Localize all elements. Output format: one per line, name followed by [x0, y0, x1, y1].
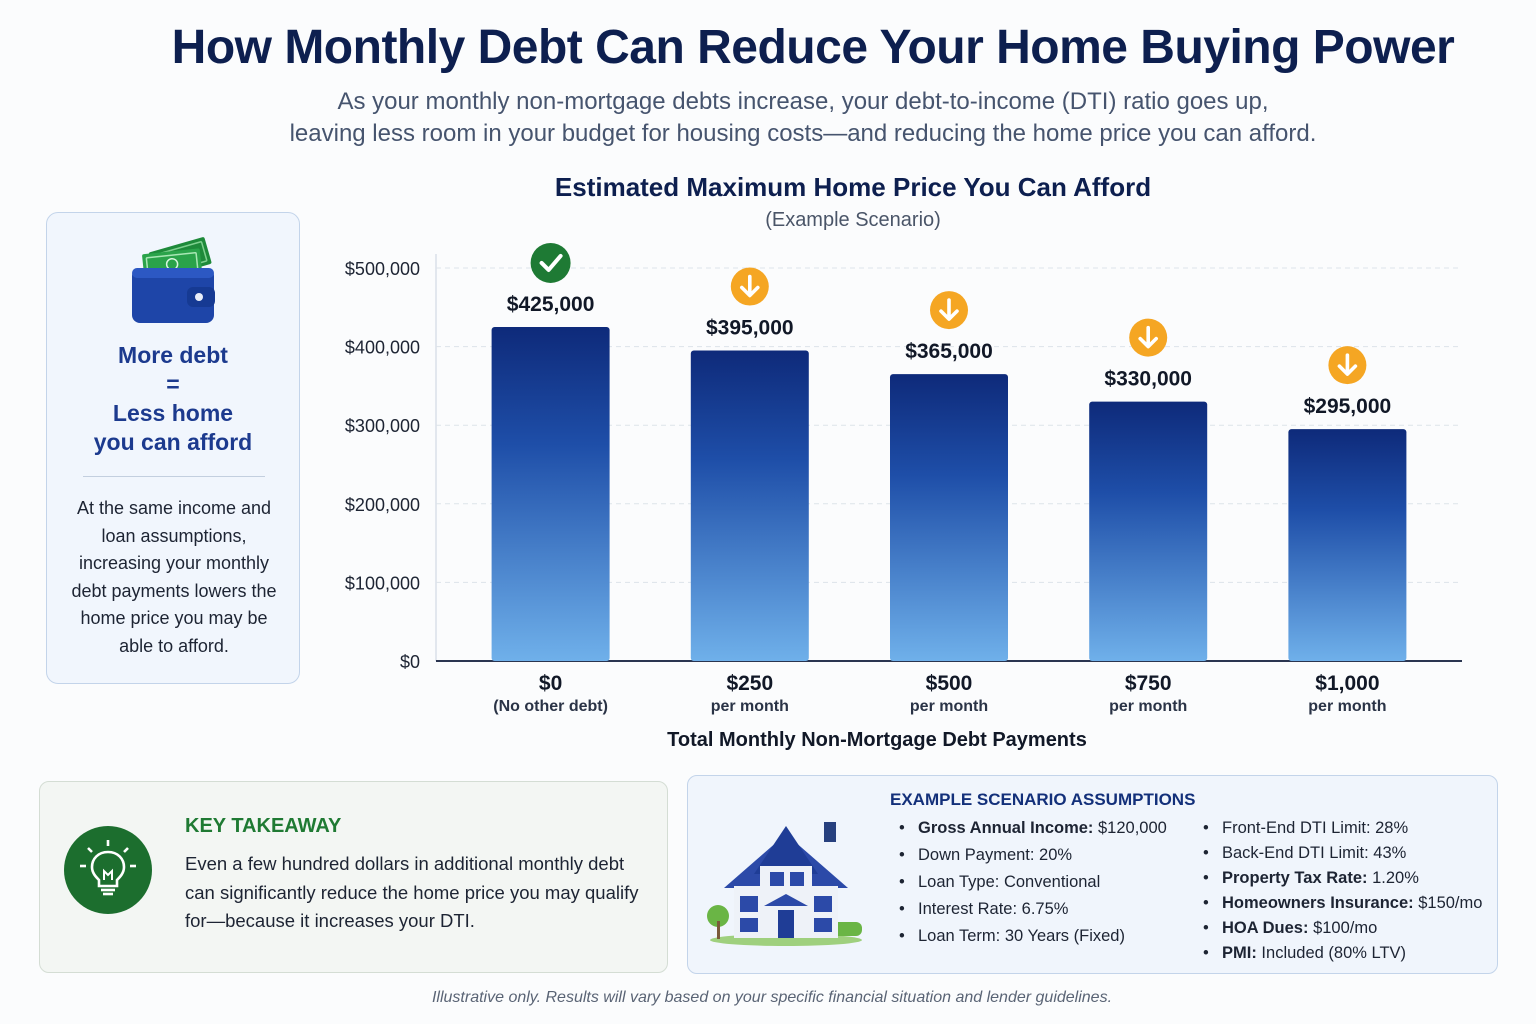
- check-icon: [530, 242, 571, 283]
- check-icon-mark: [539, 253, 563, 272]
- y-tick-label: $300,000: [345, 416, 420, 436]
- bar: [690, 350, 809, 661]
- grid-lines: [435, 254, 1462, 662]
- x-tick-label: $0: [539, 672, 562, 695]
- down-arrow-icon-mark: [939, 298, 959, 321]
- assumption-item: Interest Rate: 6.75%: [897, 900, 1167, 927]
- y-tick-label: $100,000: [345, 573, 420, 593]
- lightbulb-icon: [64, 826, 152, 914]
- bar: [890, 374, 1008, 661]
- bar-value-label: $295,000: [1304, 395, 1392, 418]
- assumption-item: Back-End DTI Limit: 43%: [1201, 844, 1482, 869]
- assumption-item: Property Tax Rate: 1.20%: [1201, 869, 1482, 894]
- takeaway-heading: KEY TAKEAWAY: [185, 815, 342, 837]
- assumptions-heading: EXAMPLE SCENARIO ASSUMPTIONS: [890, 790, 1196, 809]
- y-tick-label: $200,000: [345, 495, 420, 515]
- bar: [1288, 429, 1407, 661]
- side-card-body: At the same income and loan assumptions,…: [71, 498, 277, 656]
- assumption-item: Down Payment: 20%: [897, 846, 1167, 873]
- x-tick-sublabel: per month: [1109, 698, 1187, 715]
- x-axis-title: Total Monthly Non-Mortgage Debt Payments: [667, 729, 1087, 751]
- down-arrow-icon: [1129, 318, 1168, 357]
- assumption-item: Front-End DTI Limit: 28%: [1201, 819, 1482, 844]
- x-tick-label: $750: [1125, 672, 1172, 695]
- key-takeaway-box: KEY TAKEAWAY Even a few hundred dollars …: [39, 781, 668, 973]
- assumptions-box: EXAMPLE SCENARIO ASSUMPTIONS Gross Annua…: [687, 775, 1498, 974]
- page-subtitle: As your monthly non-mortgage debts incre…: [0, 86, 1536, 150]
- y-tick-label: $0: [400, 652, 420, 672]
- x-tick-sublabel: per month: [1308, 698, 1386, 715]
- x-tick-label: $1,000: [1315, 672, 1379, 695]
- divider: [83, 476, 265, 477]
- assumption-item: Loan Type: Conventional: [897, 873, 1167, 900]
- chart-title: Estimated Maximum Home Price You Can Aff…: [554, 172, 1152, 202]
- bar-value-label: $395,000: [706, 317, 794, 340]
- equation-line-4: you can afford: [93, 429, 253, 455]
- y-tick-label: $500,000: [345, 259, 420, 279]
- debt-summary-card: More debt = Less home you can afford At …: [46, 212, 300, 684]
- equation-line-3: Less home: [112, 400, 234, 426]
- subtitle-line-2: leaving less room in your budget for hou…: [289, 120, 1317, 147]
- bar: [1089, 401, 1208, 661]
- equation-equals: =: [166, 371, 180, 397]
- down-arrow-icon-mark: [1337, 353, 1358, 376]
- down-arrow-icon-mark: [740, 274, 760, 298]
- bars: [491, 326, 1407, 661]
- debt-equation: More debt = Less home you can afford: [47, 341, 299, 457]
- assumption-item: Gross Annual Income: $120,000: [897, 819, 1167, 846]
- takeaway-body: Even a few hundred dollars in additional…: [185, 853, 639, 932]
- footer-note: Illustrative only. Results will vary bas…: [431, 989, 1113, 1006]
- down-arrow-icon: [730, 267, 769, 306]
- bar-value-label: $425,000: [507, 293, 595, 316]
- equation-line-1: More debt: [118, 342, 228, 368]
- bar: [491, 326, 610, 661]
- down-arrow-icon: [1328, 346, 1367, 385]
- house-icon: [707, 822, 862, 946]
- x-tick-label: $250: [726, 672, 773, 695]
- x-tick-sublabel: per month: [910, 698, 988, 715]
- bar-value-label: $330,000: [1104, 368, 1192, 391]
- down-arrow-icon-mark: [1138, 325, 1158, 349]
- x-tick-label: $500: [926, 672, 973, 695]
- assumption-item: Homeowners Insurance: $150/mo: [1201, 894, 1482, 919]
- subtitle-line-1: As your monthly non-mortgage debts incre…: [337, 88, 1269, 115]
- assumptions-left-list: Gross Annual Income: $120,000 Down Payme…: [897, 819, 1167, 954]
- x-tick-sublabel: per month: [711, 698, 789, 715]
- page-title: How Monthly Debt Can Reduce Your Home Bu…: [171, 21, 1455, 74]
- down-arrow-icon: [930, 291, 968, 330]
- assumption-item: Loan Term: 30 Years (Fixed): [897, 927, 1167, 954]
- assumption-item: PMI: Included (80% LTV): [1201, 944, 1482, 969]
- x-tick-sublabel: (No other debt): [493, 698, 608, 715]
- bar-value-label: $365,000: [905, 340, 993, 363]
- chart-subtitle: (Example Scenario): [765, 209, 941, 231]
- chart-labels: $0 $100,000 $200,000 $300,000 $400,000 $500,0…: [345, 242, 1392, 751]
- wallet-with-cash-icon: [132, 237, 215, 323]
- y-tick-label: $400,000: [345, 338, 420, 358]
- assumptions-right-list: Front-End DTI Limit: 28% Back-End DTI Li…: [1201, 819, 1482, 969]
- assumption-item: HOA Dues: $100/mo: [1201, 919, 1482, 944]
